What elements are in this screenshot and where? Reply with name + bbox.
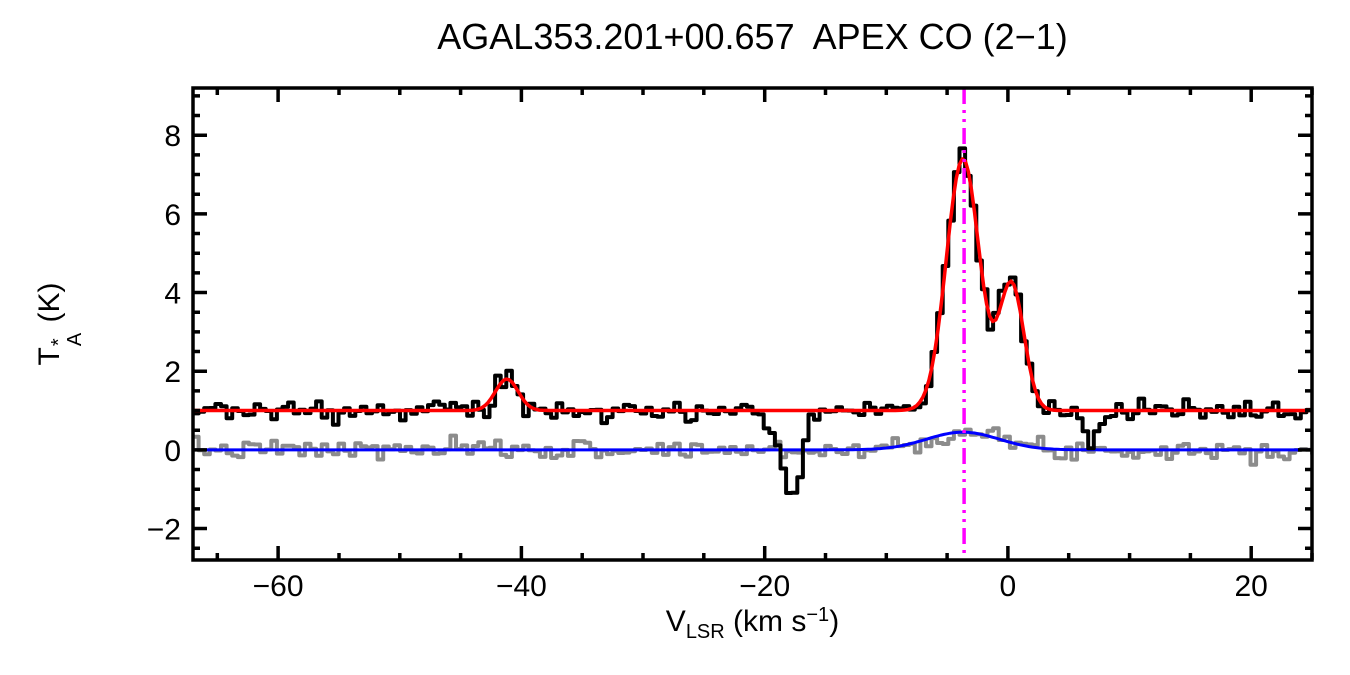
x-axis-label-end: ) [829, 605, 840, 638]
y-tick-label: 6 [164, 199, 181, 232]
x-tick-label: −20 [739, 570, 790, 603]
x-axis-label: VLSR (km s−1) [193, 604, 1312, 644]
gaussian-fit [193, 157, 1312, 413]
residual-spectrum-histogram [193, 426, 1312, 467]
x-axis-label-mid: (km s [724, 605, 807, 638]
axes [191, 86, 1314, 562]
x-tick-label: 20 [1235, 570, 1268, 603]
x-axis-label-sub: LSR [685, 621, 725, 643]
plot-frame [191, 86, 1314, 562]
x-tick-label: −40 [496, 570, 547, 603]
x-axis-label-sup: −1 [806, 604, 830, 626]
observed-spectrum-histogram [193, 146, 1312, 495]
residual-fit [193, 430, 1312, 452]
x-tick-label: 0 [1000, 570, 1017, 603]
x-tick-label: −60 [253, 570, 304, 603]
x-axis-label-main: V [665, 605, 686, 638]
y-tick-label: 2 [164, 356, 181, 389]
plot-title: AGAL353.201+00.657 APEX CO (2−1) [437, 16, 1068, 57]
plot-area [193, 146, 1312, 495]
y-tick-label: 0 [164, 435, 181, 468]
y-tick-label: 4 [164, 278, 181, 311]
y-tick-label: 8 [164, 120, 181, 153]
y-tick-label: −2 [147, 514, 181, 547]
